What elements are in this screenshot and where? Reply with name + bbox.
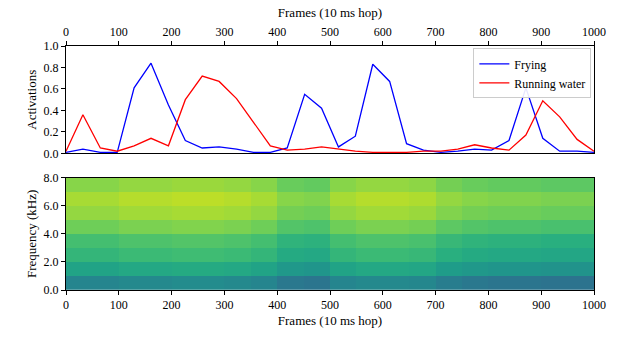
svg-text:300: 300: [215, 298, 233, 312]
svg-text:0.8: 0.8: [44, 61, 59, 75]
svg-text:Frames (10 ms hop): Frames (10 ms hop): [278, 313, 382, 328]
svg-text:0: 0: [63, 298, 69, 312]
svg-text:0.4: 0.4: [44, 104, 59, 118]
svg-text:500: 500: [321, 25, 339, 39]
svg-text:0.0: 0.0: [44, 147, 59, 161]
svg-text:400: 400: [268, 25, 286, 39]
svg-text:2.0: 2.0: [44, 255, 59, 269]
svg-text:0.0: 0.0: [44, 283, 59, 297]
svg-text:700: 700: [427, 25, 445, 39]
svg-text:100: 100: [110, 25, 128, 39]
svg-text:Running water: Running water: [514, 77, 585, 91]
svg-text:100: 100: [110, 298, 128, 312]
svg-text:800: 800: [479, 25, 497, 39]
svg-text:Frames (10 ms hop): Frames (10 ms hop): [278, 5, 382, 20]
svg-text:1.0: 1.0: [44, 39, 59, 53]
svg-text:1000: 1000: [582, 298, 606, 312]
svg-text:Frequency (kHz): Frequency (kHz): [24, 190, 39, 278]
svg-text:200: 200: [163, 298, 181, 312]
svg-text:Frying: Frying: [514, 58, 546, 72]
svg-text:6.0: 6.0: [44, 199, 59, 213]
svg-text:1000: 1000: [582, 25, 606, 39]
svg-text:900: 900: [532, 25, 550, 39]
svg-text:900: 900: [532, 298, 550, 312]
svg-text:0.2: 0.2: [44, 125, 59, 139]
svg-text:200: 200: [163, 25, 181, 39]
svg-text:0: 0: [63, 25, 69, 39]
svg-text:800: 800: [479, 298, 497, 312]
svg-text:300: 300: [215, 25, 233, 39]
svg-text:700: 700: [427, 298, 445, 312]
svg-text:600: 600: [374, 298, 392, 312]
svg-text:8.0: 8.0: [44, 171, 59, 185]
svg-text:600: 600: [374, 25, 392, 39]
svg-text:500: 500: [321, 298, 339, 312]
svg-text:400: 400: [268, 298, 286, 312]
svg-text:Activations: Activations: [24, 70, 39, 130]
svg-text:4.0: 4.0: [44, 227, 59, 241]
svg-text:0.6: 0.6: [44, 82, 59, 96]
